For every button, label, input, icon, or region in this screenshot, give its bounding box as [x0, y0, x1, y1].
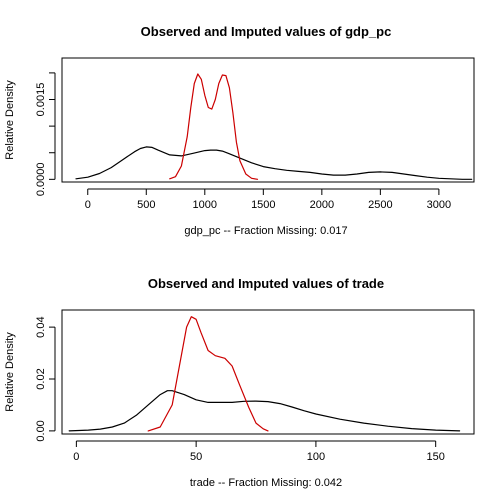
- x-tick-label: 0: [85, 199, 91, 211]
- x-axis-label: trade -- Fraction Missing: 0.042: [190, 477, 342, 489]
- y-tick-label: 0.0015: [35, 83, 47, 117]
- x-tick-label: 500: [137, 199, 155, 211]
- series-group: [75, 73, 473, 180]
- chart-panel-gdp-pc: Observed and Imputed values of gdp_pc 0 5…: [4, 24, 475, 237]
- y-axis: 0.00 0.02 0.04: [35, 316, 56, 442]
- x-tick-label: 150: [426, 451, 444, 463]
- x-tick-label: 1000: [193, 199, 217, 211]
- y-tick-label: 0.0000: [35, 163, 47, 197]
- y-axis-label: Relative Density: [4, 80, 16, 160]
- series-group: [68, 316, 461, 432]
- plot-area: [61, 57, 475, 183]
- x-tick-label: 100: [307, 451, 325, 463]
- x-axis: 0 500 1000 1500 2000 2500 3000: [85, 188, 451, 211]
- x-tick-label: 50: [190, 451, 202, 463]
- chart-panel-trade: Observed and Imputed values of trade 0 50…: [4, 276, 475, 489]
- x-tick-label: 1500: [251, 199, 275, 211]
- y-tick-label: 0.00: [35, 420, 47, 441]
- x-tick-label: 2500: [368, 199, 392, 211]
- y-tick-label: 0.04: [35, 316, 47, 337]
- chart-title: Observed and Imputed values of gdp_pc: [141, 24, 392, 39]
- chart-title: Observed and Imputed values of trade: [148, 276, 384, 291]
- y-axis-label: Relative Density: [4, 332, 16, 412]
- x-tick-label: 2000: [310, 199, 334, 211]
- x-tick-label: 3000: [427, 199, 451, 211]
- imputed-density-line: [147, 316, 269, 432]
- observed-density-line: [68, 390, 461, 432]
- y-tick-label: 0.02: [35, 368, 47, 389]
- x-axis: 0 50 100 150: [73, 440, 445, 463]
- x-tick-label: 0: [73, 451, 79, 463]
- observed-density-line: [75, 146, 473, 180]
- imputed-density-line: [169, 73, 259, 180]
- plot-area: [61, 309, 475, 435]
- x-axis-label: gdp_pc -- Fraction Missing: 0.017: [184, 225, 347, 237]
- y-axis: 0.0000 0.0015: [35, 72, 56, 197]
